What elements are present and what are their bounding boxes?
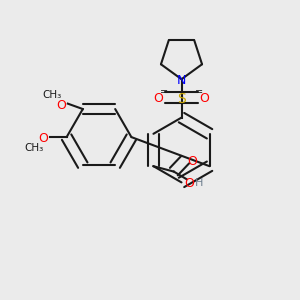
Text: N: N <box>177 74 186 87</box>
Text: CH₃: CH₃ <box>43 90 62 100</box>
Text: =: = <box>160 87 168 97</box>
Text: O: O <box>154 92 163 105</box>
Text: S: S <box>177 92 186 106</box>
Text: =: = <box>195 87 203 97</box>
Text: O: O <box>200 92 209 105</box>
Text: O: O <box>56 99 66 112</box>
Text: O: O <box>187 154 197 168</box>
Text: O: O <box>184 177 194 190</box>
Text: H: H <box>195 178 203 188</box>
Text: CH₃: CH₃ <box>24 142 43 153</box>
Text: O: O <box>39 132 48 145</box>
